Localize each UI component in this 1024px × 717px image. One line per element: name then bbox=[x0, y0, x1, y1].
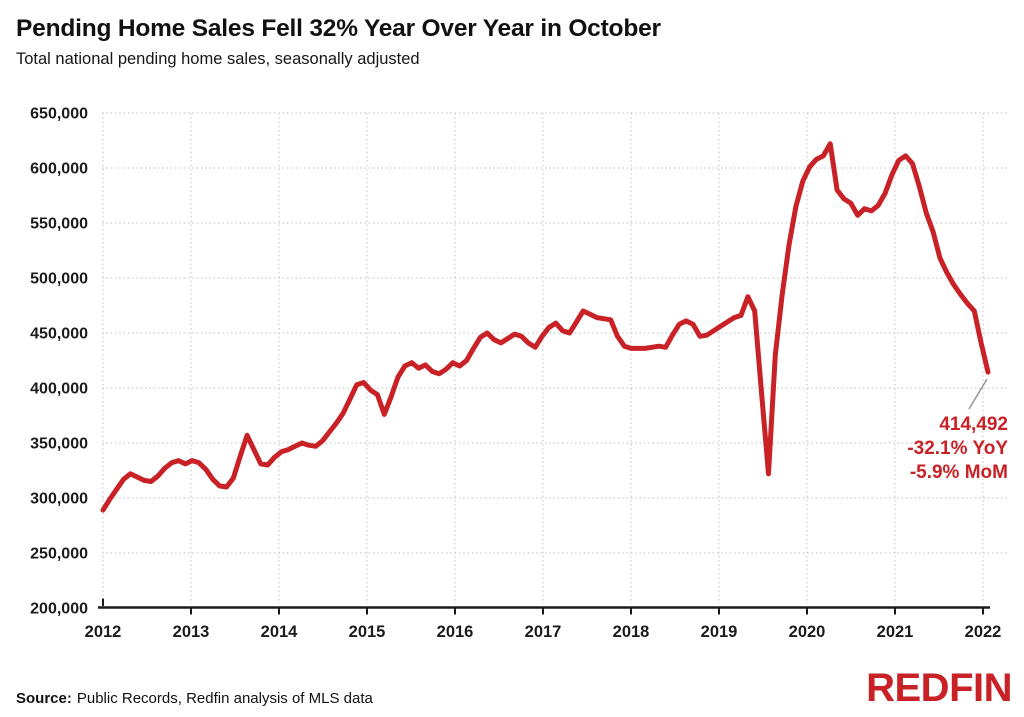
y-axis-label-250000: 250,000 bbox=[30, 546, 88, 563]
x-axis-label-2016: 2016 bbox=[437, 623, 474, 641]
gridlines-vertical bbox=[102, 113, 984, 604]
gridlines-horizontal bbox=[102, 112, 1008, 554]
source-note: Source: Public Records, Redfin analysis o… bbox=[16, 690, 373, 707]
x-axis-label-2013: 2013 bbox=[173, 623, 210, 641]
pending-sales-line bbox=[100, 141, 991, 513]
y-axis-labels: 650,000 600,000 550,000 500,000 450,000 400,0… bbox=[30, 106, 88, 618]
y-axis-label-500000: 500,000 bbox=[30, 271, 88, 288]
redfin-logo: REDFIN bbox=[866, 666, 1012, 710]
page-subtitle: Total national pending home sales, seaso… bbox=[16, 50, 420, 68]
y-axis-label-200000: 200,000 bbox=[30, 601, 88, 618]
annotation: 414,492 -32.1% YoY -5.9% MoM bbox=[907, 378, 1008, 483]
x-axis-label-2021: 2021 bbox=[877, 623, 914, 641]
annotation-value: 414,492 bbox=[939, 414, 1008, 435]
x-axis-label-2014: 2014 bbox=[261, 623, 299, 641]
x-axis-label-2018: 2018 bbox=[613, 623, 650, 641]
x-axis-ticks bbox=[190, 608, 984, 615]
y-axis-label-400000: 400,000 bbox=[30, 381, 88, 398]
x-axis-label-2017: 2017 bbox=[525, 623, 562, 641]
y-axis-label-450000: 450,000 bbox=[30, 326, 88, 343]
annotation-mom: -5.9% MoM bbox=[910, 462, 1008, 483]
x-axis-label-2012: 2012 bbox=[85, 623, 122, 641]
y-axis-label-600000: 600,000 bbox=[30, 161, 88, 178]
y-axis-label-350000: 350,000 bbox=[30, 436, 88, 453]
page-title: Pending Home Sales Fell 32% Year Over Ye… bbox=[16, 15, 661, 42]
x-axis-label-2019: 2019 bbox=[701, 623, 738, 641]
annotation-leader-line bbox=[968, 378, 988, 410]
annotation-yoy: -32.1% YoY bbox=[907, 438, 1008, 459]
y-axis-label-650000: 650,000 bbox=[30, 106, 88, 123]
x-axis bbox=[98, 598, 990, 615]
x-axis-labels: 2012 2013 2014 2015 2016 2017 2018 2019 2020 2021… bbox=[85, 623, 1002, 641]
y-axis-label-550000: 550,000 bbox=[30, 216, 88, 233]
x-axis-label-2020: 2020 bbox=[789, 623, 826, 641]
source-label: Source: bbox=[16, 690, 72, 707]
y-axis-label-300000: 300,000 bbox=[30, 491, 88, 508]
x-axis-label-2022: 2022 bbox=[965, 623, 1002, 641]
source-text: Public Records, Redfin analysis of MLS d… bbox=[76, 690, 373, 707]
x-axis-label-2015: 2015 bbox=[349, 623, 386, 641]
